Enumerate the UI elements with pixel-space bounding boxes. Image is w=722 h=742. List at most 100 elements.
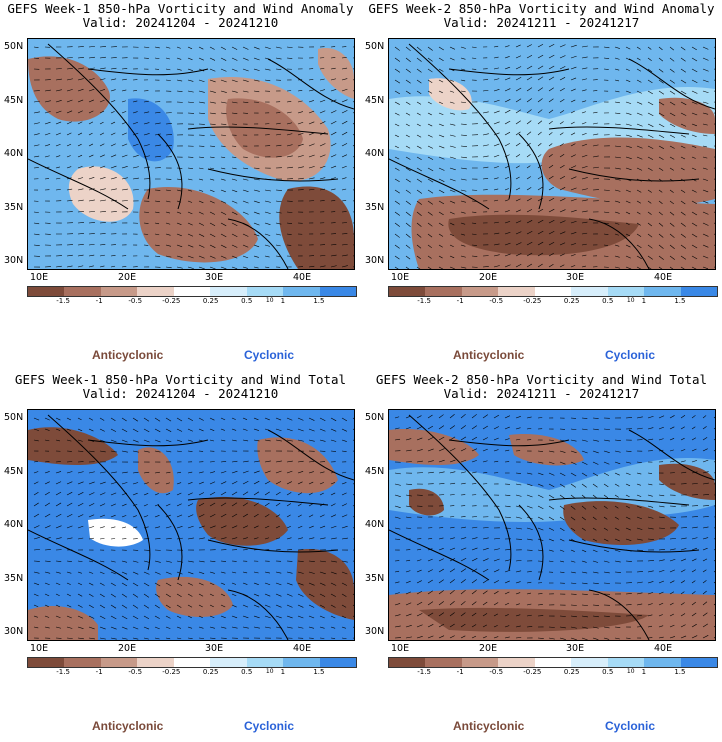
colorbar-ticks: -1.5 -1 -0.5 -0.25 0.25 0.5 10 1 1.5 — [27, 297, 355, 307]
title-line2: Valid: 20241204 - 20241210 — [82, 15, 279, 30]
cbar-tick: 1.5 — [313, 668, 325, 676]
map-area — [388, 38, 716, 270]
lon-label: 20E — [118, 643, 137, 654]
cbar-tick: 1 — [280, 668, 286, 676]
lon-label: 30E — [205, 272, 224, 283]
lon-label: 30E — [566, 272, 585, 283]
lat-label: 50N — [4, 41, 24, 52]
panel-title: GEFS Week-2 850-hPa Vorticity and Wind A… — [361, 2, 722, 30]
title-line1: GEFS Week-1 850-hPa Vorticity and Wind A… — [7, 1, 354, 16]
legend-cyclonic: Cyclonic — [605, 719, 656, 733]
lat-label: 35N — [4, 202, 24, 213]
cbar-tick: 0.5 — [602, 297, 614, 305]
cbar-tick: 0.5 — [241, 668, 253, 676]
cbar-tick: -1 — [95, 297, 103, 305]
lat-label: 40N — [365, 519, 385, 530]
lon-label: 30E — [205, 643, 224, 654]
title-line1: GEFS Week-1 850-hPa Vorticity and Wind T… — [14, 372, 347, 387]
map-svg — [28, 410, 354, 640]
title-line2: Valid: 20241211 - 20241217 — [443, 15, 640, 30]
lat-label: 50N — [365, 41, 385, 52]
cbar-ten: 10 — [626, 297, 635, 304]
lat-label: 35N — [365, 573, 385, 584]
map-area — [27, 38, 355, 270]
wind-vectors — [394, 413, 715, 640]
panel-title: GEFS Week-1 850-hPa Vorticity and Wind T… — [0, 373, 361, 401]
cbar-tick: 1 — [641, 668, 647, 676]
cbar-tick: -0.25 — [523, 297, 542, 305]
cbar-tick: -0.25 — [523, 668, 542, 676]
cbar-tick: 1 — [641, 297, 647, 305]
cbar-ten: 10 — [265, 297, 274, 304]
lat-label: 35N — [4, 573, 24, 584]
panel-week2-anomaly: GEFS Week-2 850-hPa Vorticity and Wind A… — [361, 0, 722, 371]
colorbar — [27, 286, 357, 297]
legend-anticyclonic: Anticyclonic — [92, 348, 164, 362]
cbar-tick: -1.5 — [417, 297, 431, 305]
lon-label: 10E — [30, 272, 49, 283]
lat-label: 45N — [4, 95, 24, 106]
lat-label: 30N — [365, 255, 385, 266]
cbar-tick: -0.25 — [162, 297, 181, 305]
lon-label: 40E — [293, 643, 312, 654]
lat-label: 50N — [4, 412, 24, 423]
lon-label: 20E — [479, 272, 498, 283]
map-svg — [389, 39, 715, 269]
lat-label: 45N — [4, 466, 24, 477]
cbar-tick: 0.5 — [602, 668, 614, 676]
legend-anticyclonic: Anticyclonic — [92, 719, 164, 733]
legend-cyclonic: Cyclonic — [244, 719, 295, 733]
cbar-ten: 10 — [265, 668, 274, 675]
cbar-tick: 0.5 — [241, 297, 253, 305]
lat-label: 40N — [4, 148, 24, 159]
title-line2: Valid: 20241211 - 20241217 — [443, 386, 640, 401]
legend-cyclonic: Cyclonic — [605, 348, 656, 362]
cbar-tick: 1.5 — [313, 297, 325, 305]
cbar-tick: -1.5 — [56, 297, 70, 305]
cbar-tick: 0.25 — [563, 297, 580, 305]
cbar-tick: -0.5 — [489, 297, 504, 305]
cbar-tick: 1.5 — [674, 668, 686, 676]
cbar-tick: -0.5 — [489, 668, 504, 676]
lon-label: 40E — [293, 272, 312, 283]
lon-label: 30E — [566, 643, 585, 654]
map-svg — [389, 410, 715, 640]
cbar-tick: -1 — [456, 297, 464, 305]
lat-label: 45N — [365, 466, 385, 477]
panel-title: GEFS Week-2 850-hPa Vorticity and Wind T… — [361, 373, 722, 401]
colorbar — [388, 286, 718, 297]
cbar-tick: -1 — [95, 668, 103, 676]
lat-label: 45N — [365, 95, 385, 106]
wind-vectors — [33, 417, 354, 640]
cbar-tick: -0.25 — [162, 668, 181, 676]
colorbar — [27, 657, 357, 668]
map-svg — [28, 39, 354, 269]
cbar-tick: -1.5 — [417, 668, 431, 676]
legend-anticyclonic: Anticyclonic — [453, 719, 525, 733]
colorbar-ticks: -1.5 -1 -0.5 -0.25 0.25 0.5 10 1 1.5 — [388, 668, 716, 678]
cbar-tick: -1 — [456, 668, 464, 676]
legend-anticyclonic: Anticyclonic — [453, 348, 525, 362]
lon-label: 10E — [30, 643, 49, 654]
cbar-tick: 0.25 — [202, 297, 219, 305]
title-line1: GEFS Week-2 850-hPa Vorticity and Wind A… — [368, 1, 715, 16]
panel-week2-total: GEFS Week-2 850-hPa Vorticity and Wind T… — [361, 371, 722, 742]
cbar-tick: -0.5 — [128, 297, 143, 305]
map-area — [27, 409, 355, 641]
cbar-tick: -0.5 — [128, 668, 143, 676]
colorbar-ticks: -1.5 -1 -0.5 -0.25 0.25 0.5 10 1 1.5 — [388, 297, 716, 307]
lat-label: 40N — [365, 148, 385, 159]
lat-label: 35N — [365, 202, 385, 213]
lon-label: 40E — [654, 643, 673, 654]
wind-vectors — [394, 43, 715, 269]
map-area — [388, 409, 716, 641]
legend-cyclonic: Cyclonic — [244, 348, 295, 362]
panel-week1-anomaly: GEFS Week-1 850-hPa Vorticity and Wind A… — [0, 0, 361, 371]
cbar-ten: 10 — [626, 668, 635, 675]
lat-label: 30N — [4, 626, 24, 637]
colorbar-ticks: -1.5 -1 -0.5 -0.25 0.25 0.5 10 1 1.5 — [27, 668, 355, 678]
lon-label: 40E — [654, 272, 673, 283]
lon-label: 20E — [479, 643, 498, 654]
cbar-tick: 1.5 — [674, 297, 686, 305]
lon-label: 20E — [118, 272, 137, 283]
